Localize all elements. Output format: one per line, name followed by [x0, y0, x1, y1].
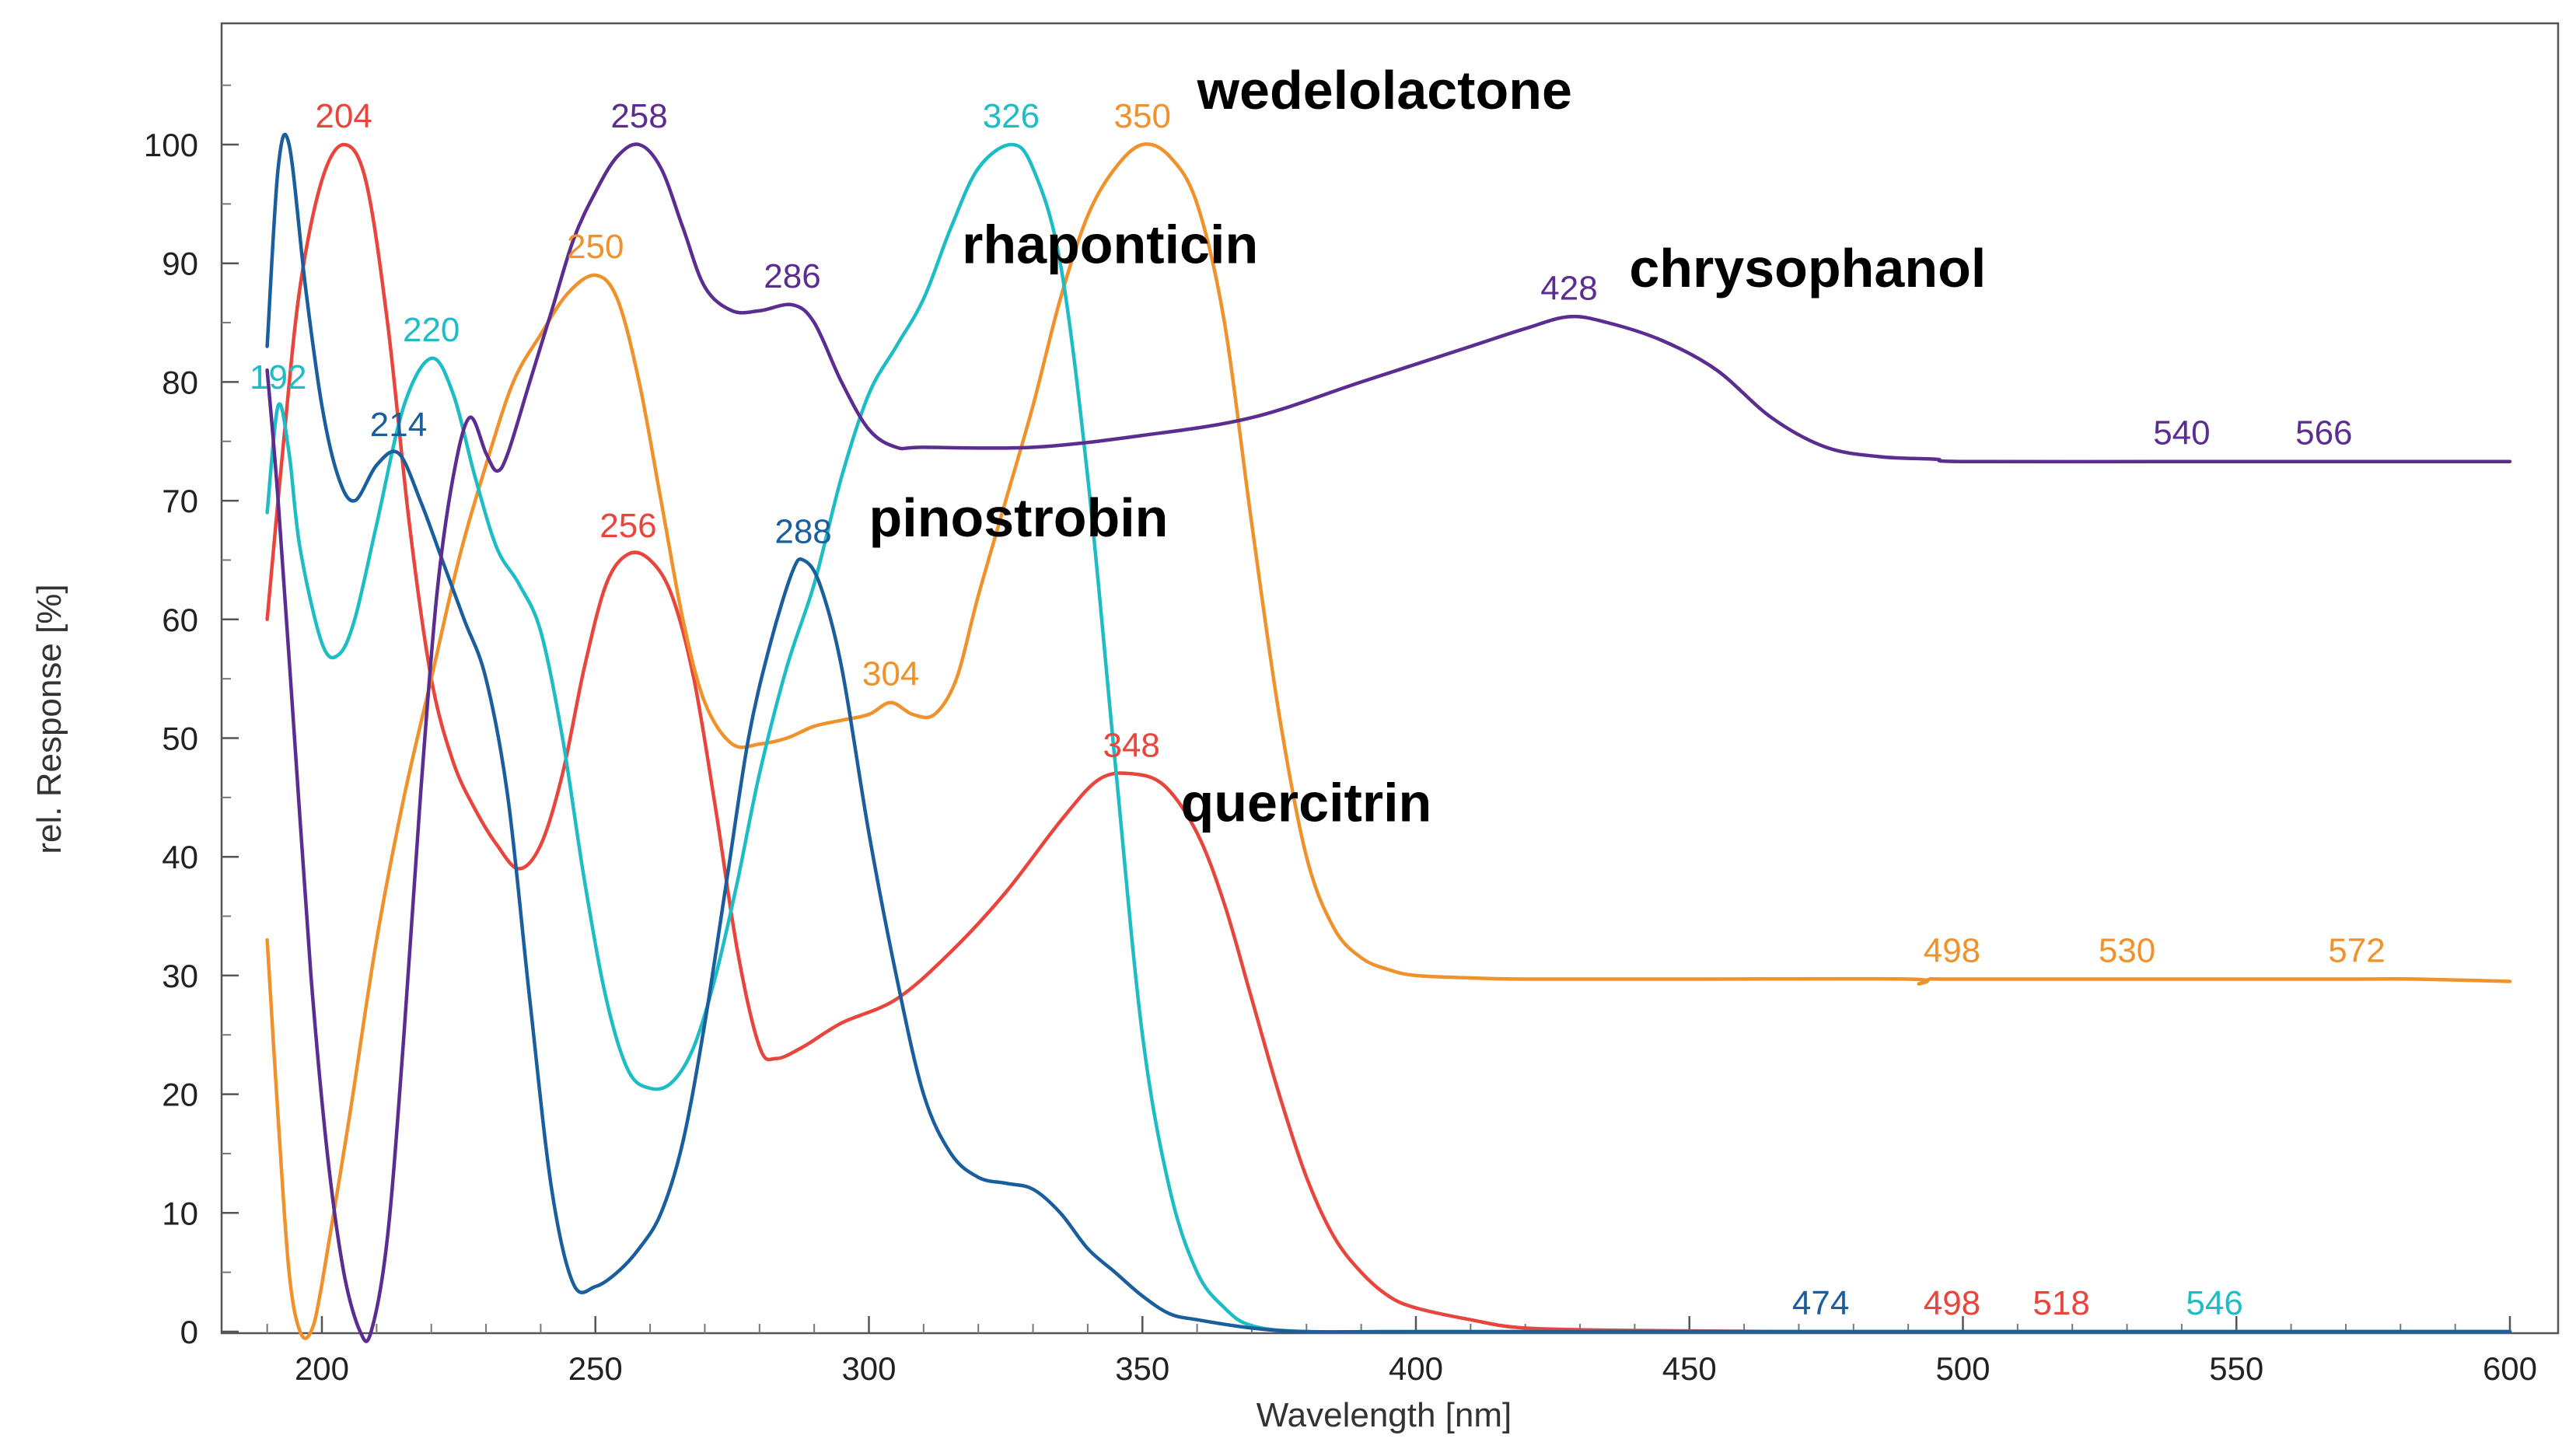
peak-label-wedelolactone-350: 350 — [1114, 97, 1171, 135]
peak-label-quercitrin-348: 348 — [1103, 726, 1159, 764]
y-tick-label: 60 — [162, 602, 198, 638]
labels-layer: 204 256 348 498 518 250 304 350 498 530 572 192 220 3… — [250, 60, 2386, 1322]
y-tick-label: 0 — [180, 1314, 198, 1350]
peak-label-wedelolactone-572: 572 — [2328, 931, 2385, 969]
peak-label-pinostrobin-474: 474 — [1792, 1284, 1849, 1322]
peak-label-wedelolactone-250: 250 — [567, 228, 624, 266]
compound-label-pinostrobin: pinostrobin — [869, 487, 1169, 548]
peak-label-pinostrobin-214: 214 — [370, 406, 427, 444]
series-line-chrysophanol — [265, 142, 2512, 1343]
peak-label-rhaponticin-220: 220 — [403, 311, 460, 349]
compound-label-rhaponticin: rhaponticin — [962, 215, 1258, 275]
peak-label-rhaponticin-192: 192 — [250, 358, 306, 396]
peak-label-rhaponticin-546: 546 — [2186, 1284, 2242, 1322]
x-tick-label: 450 — [1662, 1350, 1717, 1387]
x-tick-label: 550 — [2209, 1350, 2263, 1387]
y-tick-label: 70 — [162, 483, 198, 519]
peak-label-quercitrin-518: 518 — [2032, 1284, 2089, 1322]
x-tick-label: 350 — [1115, 1350, 1169, 1387]
peak-label-chrysophanol-428: 428 — [1540, 269, 1597, 307]
y-tick-label: 80 — [162, 364, 198, 400]
peak-label-chrysophanol-540: 540 — [2153, 414, 2210, 452]
peak-label-wedelolactone-304: 304 — [862, 655, 919, 693]
peak-label-quercitrin-256: 256 — [599, 507, 656, 545]
y-axis-title: rel. Response [%] — [30, 584, 68, 854]
series-line-wedelolactone — [265, 142, 2512, 1340]
compound-label-wedelolactone: wedelolactone — [1197, 60, 1572, 120]
x-tick-label: 400 — [1389, 1350, 1443, 1387]
peak-label-pinostrobin-288: 288 — [774, 512, 831, 550]
y-tick-label: 30 — [162, 958, 198, 994]
x-tick-label: 200 — [295, 1350, 349, 1387]
peak-label-chrysophanol-286: 286 — [764, 257, 820, 295]
y-tick-label: 90 — [162, 246, 198, 282]
series-layer — [265, 132, 2512, 1343]
x-axis-title: Wavelength [nm] — [1257, 1396, 1512, 1434]
y-tick-label: 50 — [162, 721, 198, 757]
peak-label-chrysophanol-566: 566 — [2295, 414, 2352, 452]
peak-label-wedelolactone-530: 530 — [2099, 931, 2155, 969]
x-tick-label: 500 — [1935, 1350, 1990, 1387]
peak-label-chrysophanol-258: 258 — [610, 97, 667, 135]
series-line-pinostrobin — [265, 132, 2512, 1334]
y-tick-label: 20 — [162, 1077, 198, 1113]
y-tick-label: 40 — [162, 839, 198, 875]
peak-label-wedelolactone-498: 498 — [1924, 931, 1980, 969]
compound-label-chrysophanol: chrysophanol — [1629, 238, 1986, 299]
y-tick-label: 100 — [144, 127, 198, 163]
peak-label-quercitrin-498: 498 — [1924, 1284, 1980, 1322]
x-tick-label: 250 — [568, 1350, 623, 1387]
compound-label-quercitrin: quercitrin — [1180, 772, 1431, 833]
peak-label-quercitrin-204: 204 — [315, 97, 372, 135]
x-tick-label: 600 — [2483, 1350, 2537, 1387]
y-tick-label: 10 — [162, 1195, 198, 1231]
series-line-quercitrin — [265, 142, 2512, 1334]
x-tick-label: 300 — [841, 1350, 896, 1387]
peak-label-rhaponticin-326: 326 — [983, 97, 1040, 135]
